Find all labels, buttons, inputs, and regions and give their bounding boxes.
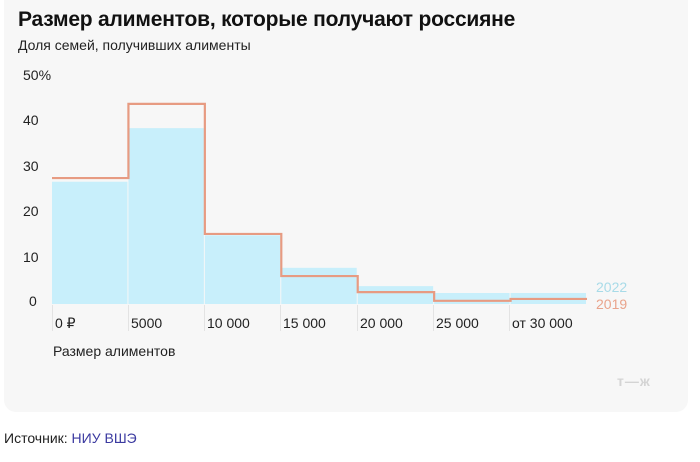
x-separator (357, 305, 358, 331)
y-tick-40: 40 (23, 112, 39, 128)
y-tick-30: 30 (23, 158, 39, 174)
histogram-chart: 50% 40 30 20 10 0 0 ₽ 5000 10 000 15 000… (23, 67, 628, 359)
bar-2022 (357, 286, 434, 304)
x-separator (509, 305, 510, 331)
x-tick-15000: 15 000 (283, 315, 326, 331)
tzh-logo: т—ж (617, 373, 651, 389)
chart-title: Размер алиментов, которые получают росси… (18, 8, 516, 31)
legend-2019: 2019 (596, 296, 628, 312)
y-tick-20: 20 (23, 203, 39, 219)
bar-2022 (204, 235, 281, 304)
source-link[interactable]: НИУ ВШЭ (71, 430, 137, 446)
x-separator (280, 305, 281, 331)
bar-2022 (434, 293, 510, 304)
x-tick-10000: 10 000 (207, 315, 250, 331)
y-tick-0: 0 (29, 293, 37, 309)
source-label: Источник: (4, 430, 68, 446)
legend-2022: 2022 (596, 279, 628, 295)
x-separator (204, 305, 205, 331)
bar-2022 (52, 181, 128, 304)
x-tick-20000: 20 000 (360, 315, 403, 331)
x-tick-0: 0 ₽ (55, 315, 76, 331)
x-separator (433, 305, 434, 331)
chart-subtitle: Доля семей, получивших алименты (18, 37, 251, 53)
plot-area (52, 102, 587, 304)
y-tick-50: 50% (23, 67, 52, 83)
x-axis-title: Размер алиментов (53, 343, 176, 359)
bar-2022 (281, 267, 357, 304)
x-tick-30000-plus: от 30 000 (512, 315, 573, 331)
y-tick-10: 10 (23, 249, 39, 265)
x-tick-25000: 25 000 (436, 315, 479, 331)
x-tick-5000: 5000 (131, 315, 163, 331)
x-separator (52, 305, 53, 331)
bar-2022 (128, 128, 204, 304)
step-line-2019 (52, 102, 587, 302)
x-separator (128, 305, 129, 331)
source-line: Источник: НИУ ВШЭ (4, 430, 137, 446)
